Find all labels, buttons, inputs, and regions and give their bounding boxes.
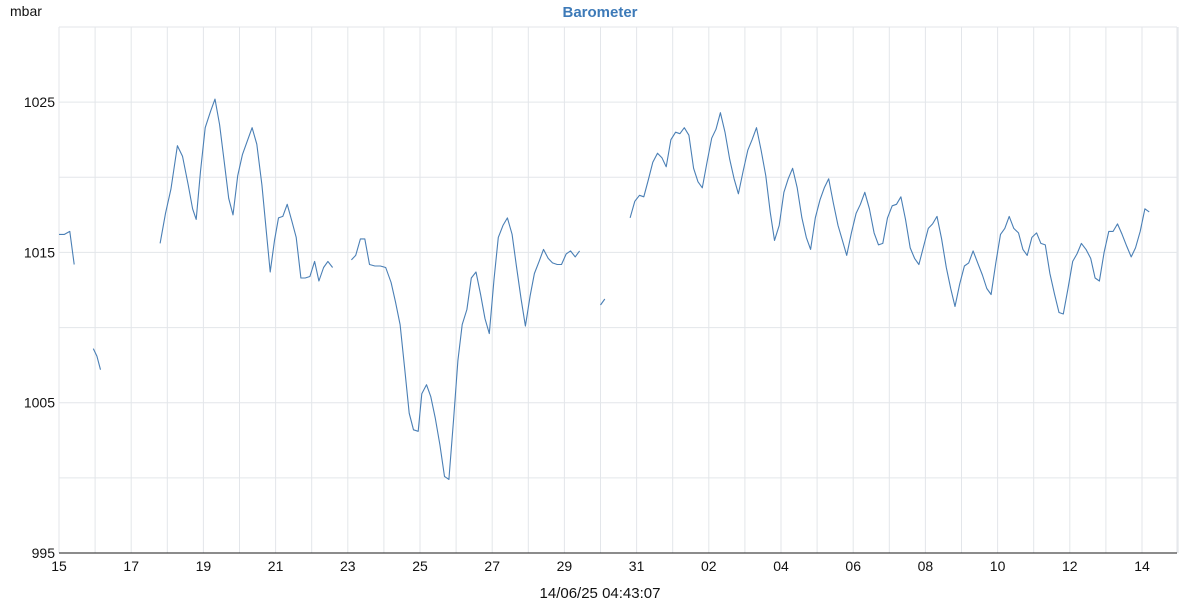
y-tick-labels: 995 1005 1015 1025	[24, 94, 55, 561]
x-tick-label: 29	[557, 558, 573, 574]
timestamp-label: 14/06/25 04:43:07	[540, 585, 661, 600]
chart-title: Barometer	[562, 4, 637, 21]
x-tick-label: 15	[51, 558, 67, 574]
barometer-line-segment	[629, 112, 1150, 315]
horizontal-grid	[59, 26, 1177, 554]
y-tick-label: 1005	[24, 395, 55, 411]
y-axis-unit-label: mbar	[10, 3, 42, 19]
x-tick-labels: 15 17 19 21 23 25 27 29 31 02 04 06 08 10 12 14	[51, 558, 1150, 574]
x-tick-label: 14	[1134, 558, 1150, 574]
barometer-line-segment	[92, 348, 102, 370]
x-tick-label: 21	[268, 558, 284, 574]
y-tick-label: 995	[32, 545, 56, 561]
y-tick-label: 1015	[24, 244, 55, 260]
x-tick-label: 04	[773, 558, 789, 574]
x-tick-label: 27	[484, 558, 500, 574]
x-tick-label: 08	[918, 558, 934, 574]
barometer-line-segment	[351, 217, 581, 480]
barometer-line-segment	[159, 98, 334, 282]
x-tick-label: 25	[412, 558, 428, 574]
x-tick-label: 23	[340, 558, 356, 574]
series-line-group	[59, 98, 1150, 480]
barometer-line-segment	[600, 298, 606, 306]
barometer-line-segment	[59, 230, 75, 265]
vertical-grid	[58, 27, 1179, 553]
y-tick-label: 1025	[24, 94, 55, 110]
x-tick-label: 17	[123, 558, 139, 574]
x-tick-label: 06	[845, 558, 861, 574]
x-tick-label: 12	[1062, 558, 1078, 574]
x-tick-label: 02	[701, 558, 717, 574]
x-tick-label: 19	[196, 558, 212, 574]
x-tick-label: 10	[990, 558, 1006, 574]
x-tick-label: 31	[629, 558, 645, 574]
